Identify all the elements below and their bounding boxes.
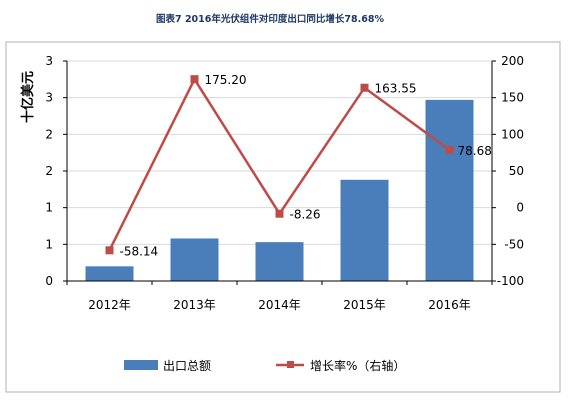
- left-tick-label: 1: [45, 201, 53, 215]
- x-tick-label: 2013年: [173, 298, 216, 312]
- bar-layer: [85, 99, 474, 281]
- tick-layer: 0 1 1 2 2 3 3 -100 -50 0 50 100 150 200 2012年 2013年 2014…: [45, 54, 524, 312]
- bar: [85, 266, 134, 281]
- growth-data-label: 175.20: [205, 73, 247, 87]
- right-tick-label: -50: [504, 237, 524, 251]
- chart-title: 图表7 2016年光伏组件对印度出口同比增长78.68%: [156, 13, 384, 25]
- right-tick-label: 0: [516, 201, 524, 215]
- legend-line-label: 增长率%（右轴）: [310, 358, 405, 373]
- left-axis-label: 十亿美元: [20, 71, 36, 123]
- right-tick-label: -100: [497, 274, 524, 288]
- x-tick-label: 2012年: [88, 298, 131, 312]
- left-tick-label: 2: [45, 164, 53, 178]
- legend-bar-swatch: [124, 360, 158, 370]
- left-tick-label: 3: [45, 54, 53, 68]
- growth-data-label: 78.68: [458, 144, 492, 158]
- right-tick-label: 200: [501, 54, 524, 68]
- growth-marker: [190, 75, 199, 84]
- left-tick-label: 3: [45, 91, 53, 105]
- bar: [170, 238, 219, 281]
- left-tick-label: 1: [45, 237, 53, 251]
- bar: [340, 179, 389, 281]
- axis-layer: [63, 60, 496, 285]
- legend-bar-label: 出口总额: [163, 359, 211, 373]
- right-tick-label: 100: [501, 127, 524, 141]
- x-tick-label: 2014年: [258, 298, 301, 312]
- growth-marker: [360, 83, 369, 92]
- right-tick-label: 150: [501, 91, 524, 105]
- right-tick-label: 50: [509, 164, 524, 178]
- bar: [255, 242, 304, 281]
- line-layer: -58.14 175.20 -8.26 163.55 78.68: [105, 73, 492, 258]
- growth-marker: [105, 246, 114, 255]
- legend-line-marker: [287, 361, 294, 368]
- growth-data-label: -8.26: [290, 208, 321, 222]
- grid-layer: [67, 60, 492, 245]
- growth-data-label: -58.14: [120, 244, 159, 258]
- growth-marker: [275, 209, 284, 218]
- growth-marker: [445, 145, 454, 154]
- x-tick-label: 2016年: [428, 298, 471, 312]
- left-tick-label: 2: [45, 127, 53, 141]
- left-tick-label: 0: [45, 274, 53, 288]
- x-tick-label: 2015年: [343, 298, 386, 312]
- bar: [425, 99, 474, 281]
- legend: 出口总额 增长率%（右轴）: [124, 358, 405, 373]
- growth-data-label: 163.55: [375, 82, 417, 96]
